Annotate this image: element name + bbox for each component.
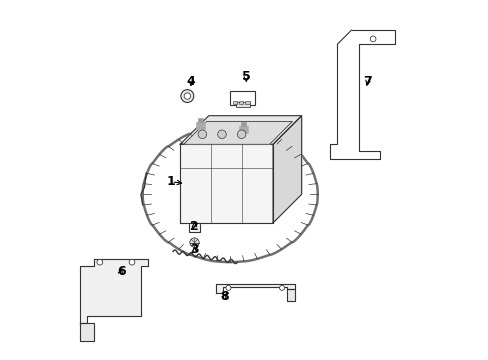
Bar [239,101,243,104]
Circle shape [181,90,193,103]
Circle shape [237,130,245,139]
Circle shape [369,36,375,42]
Text: 7: 7 [363,75,371,88]
Bar [189,217,200,232]
Text: 2: 2 [190,220,199,233]
Text: 8: 8 [220,289,229,303]
Circle shape [225,285,230,291]
Circle shape [184,93,190,99]
Polygon shape [180,144,272,223]
Bar [197,118,203,122]
Circle shape [279,285,284,291]
Text: 5: 5 [242,70,250,83]
Polygon shape [183,121,292,144]
Bar [230,91,255,105]
Polygon shape [287,289,294,301]
Circle shape [97,259,102,265]
Bar [244,101,249,104]
Bar [233,101,237,104]
Polygon shape [180,116,301,144]
Text: 3: 3 [190,243,199,256]
Bar [196,122,204,129]
Circle shape [217,130,226,139]
Polygon shape [80,258,148,323]
Circle shape [189,238,199,247]
Bar [238,126,247,133]
Bar [240,122,245,126]
Bar [235,102,249,107]
Polygon shape [272,116,301,223]
Polygon shape [80,323,94,341]
Circle shape [198,130,206,139]
Circle shape [129,259,135,265]
Text: 4: 4 [186,75,195,88]
Text: 1: 1 [166,175,175,188]
Text: 6: 6 [117,265,125,278]
Polygon shape [216,284,294,293]
